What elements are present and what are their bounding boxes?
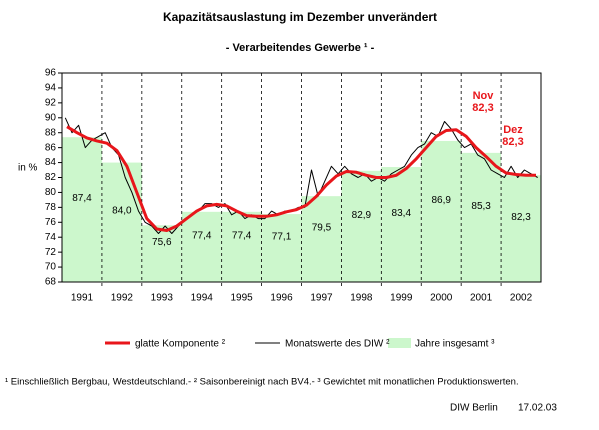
x-tick-label: 1998 [350, 293, 373, 304]
x-tick-label: 1999 [390, 293, 413, 304]
y-tick-label: 94 [45, 83, 57, 94]
series-line [66, 125, 536, 232]
bar [381, 167, 422, 282]
y-tick-label: 82 [45, 172, 57, 183]
bar [341, 170, 382, 282]
y-tick-label: 72 [45, 247, 57, 258]
bar-value-label: 77,4 [192, 230, 212, 241]
y-axis-label: in % [18, 163, 38, 174]
bar [421, 140, 462, 282]
footnote: ¹ Einschließlich Bergbau, Westdeutschlan… [5, 377, 519, 388]
bar-value-label: 82,9 [352, 210, 372, 221]
x-tick-label: 1996 [270, 293, 293, 304]
bar-value-label: 77,4 [232, 230, 252, 241]
bar-value-label: 75,6 [152, 237, 172, 248]
bar [501, 175, 541, 282]
y-tick-label: 88 [45, 127, 57, 138]
x-tick-label: 1994 [191, 293, 214, 304]
y-tick-label: 68 [45, 277, 57, 288]
annotation: Dez [503, 124, 523, 136]
bar [461, 152, 502, 282]
y-tick-label: 80 [45, 187, 57, 198]
annotation: Nov [473, 90, 495, 102]
legend-label: Jahre insgesamt ³ [415, 339, 495, 350]
y-tick-label: 86 [45, 142, 57, 153]
bar-value-label: 84,0 [112, 206, 132, 217]
legend-label: glatte Komponente ² [135, 339, 226, 350]
x-tick-label: 2001 [470, 293, 493, 304]
plot-frame [61, 72, 542, 283]
bar-value-label: 85,3 [471, 201, 491, 212]
bar [141, 225, 182, 282]
y-tick-label: 74 [45, 232, 57, 243]
y-tick-label: 90 [45, 112, 57, 123]
x-tick-label: 1991 [71, 293, 94, 304]
x-tick-label: 1992 [111, 293, 134, 304]
bar-value-label: 87,4 [72, 193, 92, 204]
legend-label: Monatswerte des DIW ² [285, 339, 390, 350]
bar [261, 214, 302, 282]
x-tick-label: 1993 [151, 293, 174, 304]
y-tick-label: 78 [45, 202, 57, 213]
bar-value-label: 77,1 [272, 231, 292, 242]
x-tick-label: 1997 [310, 293, 333, 304]
x-tick-label: 2000 [430, 293, 453, 304]
y-tick-label: 96 [45, 68, 57, 79]
legend-swatch [388, 338, 411, 348]
x-tick-label: 1995 [231, 293, 254, 304]
bar [101, 162, 142, 282]
bar [62, 137, 102, 282]
bar-value-label: 79,5 [312, 223, 332, 234]
source: DIW Berlin [450, 403, 498, 414]
date: 17.02.03 [518, 403, 557, 414]
bar-value-label: 83,4 [392, 208, 412, 219]
bar [181, 211, 222, 282]
y-tick-label: 92 [45, 97, 57, 108]
annotation: 82,3 [472, 102, 493, 114]
chart-title: Kapazitätsauslastung im Dezember unverän… [163, 10, 437, 24]
y-tick-label: 70 [45, 262, 57, 273]
y-tick-label: 76 [45, 217, 57, 228]
bar [301, 196, 342, 282]
bar-value-label: 82,3 [511, 212, 531, 223]
annotation: 82,3 [502, 136, 523, 148]
bar [221, 211, 262, 282]
chart-subtitle: - Verarbeitendes Gewerbe ¹ - [226, 42, 375, 54]
x-tick-label: 2002 [510, 293, 533, 304]
y-tick-label: 84 [45, 157, 57, 168]
bar-value-label: 86,9 [431, 195, 451, 206]
